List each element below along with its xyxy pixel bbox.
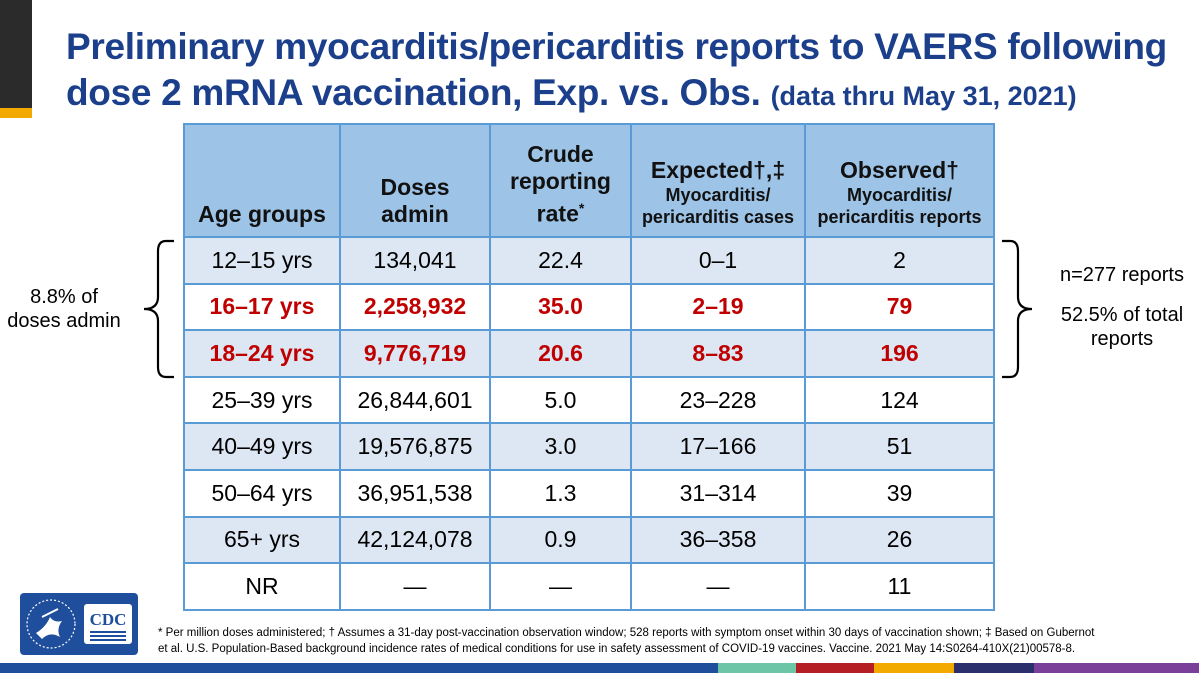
bar-segment	[796, 663, 874, 673]
bar-segment	[718, 663, 796, 673]
cell-doses: 134,041	[339, 236, 491, 285]
reports-table: Age groups Doses admin Crude reporting r…	[183, 123, 995, 611]
bar-segment	[1034, 663, 1199, 673]
table-header-row: Age groups Doses admin Crude reporting r…	[183, 123, 995, 238]
cell-expected: 0–1	[630, 236, 806, 285]
reports-share-note: 52.5% of total reports	[1060, 304, 1184, 350]
bar-segment	[954, 663, 1034, 673]
cell-rate: 5.0	[489, 375, 632, 425]
table-row: 65+ yrs 42,124,078 0.9 36–358 26	[183, 515, 995, 565]
table-row: 50–64 yrs 36,951,538 1.3 31–314 39	[183, 468, 995, 518]
cell-age: 40–49 yrs	[183, 422, 341, 471]
cell-expected: 23–228	[630, 375, 806, 425]
cell-observed: 11	[804, 562, 995, 611]
cell-expected: —	[630, 562, 806, 611]
cell-doses: 2,258,932	[339, 282, 491, 332]
cell-rate: 3.0	[489, 422, 632, 471]
cell-doses: 9,776,719	[339, 329, 491, 378]
cell-expected: 36–358	[630, 515, 806, 565]
cell-rate: 22.4	[489, 236, 632, 285]
cell-doses: —	[339, 562, 491, 611]
cell-age: 50–64 yrs	[183, 468, 341, 518]
cell-observed: 51	[804, 422, 995, 471]
cell-rate: —	[489, 562, 632, 611]
cell-rate: 20.6	[489, 329, 632, 378]
header-doses-admin: Doses admin	[339, 123, 491, 238]
corner-accent-gold	[0, 108, 32, 118]
cell-observed: 39	[804, 468, 995, 518]
bar-segment	[874, 663, 954, 673]
cell-expected: 2–19	[630, 282, 806, 332]
cell-doses: 36,951,538	[339, 468, 491, 518]
cell-observed: 124	[804, 375, 995, 425]
cell-age: 25–39 yrs	[183, 375, 341, 425]
table-row-highlighted: 16–17 yrs 2,258,932 35.0 2–19 79	[183, 282, 995, 332]
footnote: * Per million doses administered; † Assu…	[158, 627, 1095, 655]
cell-expected: 8–83	[630, 329, 806, 378]
table-row-highlighted: 18–24 yrs 9,776,719 20.6 8–83 196	[183, 329, 995, 378]
cell-expected: 17–166	[630, 422, 806, 471]
table-row: 25–39 yrs 26,844,601 5.0 23–228 124	[183, 375, 995, 425]
cell-doses: 42,124,078	[339, 515, 491, 565]
bottom-color-bar	[0, 663, 1199, 673]
cell-doses: 26,844,601	[339, 375, 491, 425]
cell-age: 65+ yrs	[183, 515, 341, 565]
cell-doses: 19,576,875	[339, 422, 491, 471]
cell-age: 16–17 yrs	[183, 282, 341, 332]
cell-rate: 0.9	[489, 515, 632, 565]
cell-rate: 1.3	[489, 468, 632, 518]
hhs-cdc-logo: CDC	[20, 593, 138, 655]
hhs-eagle-icon	[26, 599, 76, 649]
cell-age: 12–15 yrs	[183, 236, 341, 285]
cell-observed: 196	[804, 329, 995, 378]
left-brace-icon	[143, 239, 174, 379]
table-row: 12–15 yrs 134,041 22.4 0–1 2	[183, 236, 995, 285]
cell-observed: 2	[804, 236, 995, 285]
cell-observed: 26	[804, 515, 995, 565]
corner-accent-dark	[0, 0, 32, 108]
right-brace-icon	[1002, 239, 1033, 379]
cdc-badge: CDC	[84, 604, 132, 644]
title-main: Preliminary myocarditis/pericarditis rep…	[66, 26, 1167, 113]
header-age-groups: Age groups	[183, 123, 341, 238]
cell-expected: 31–314	[630, 468, 806, 518]
slide-title: Preliminary myocarditis/pericarditis rep…	[66, 24, 1176, 119]
doses-share-note: 8.8% of doses admin	[7, 286, 121, 332]
header-crude-rate: Crude reporting rate*	[489, 123, 632, 238]
header-observed: Observed† Myocarditis/ pericarditis repo…	[804, 123, 995, 238]
cell-observed: 79	[804, 282, 995, 332]
header-expected: Expected†,‡ Myocarditis/ pericarditis ca…	[630, 123, 806, 238]
table-row: 40–49 yrs 19,576,875 3.0 17–166 51	[183, 422, 995, 471]
bar-segment	[0, 663, 718, 673]
title-date: (data thru May 31, 2021)	[770, 81, 1077, 111]
cell-rate: 35.0	[489, 282, 632, 332]
table-row: NR — — — 11	[183, 562, 995, 611]
cell-age: 18–24 yrs	[183, 329, 341, 378]
cell-age: NR	[183, 562, 341, 611]
reports-count-note: n=277 reports	[1060, 264, 1184, 286]
